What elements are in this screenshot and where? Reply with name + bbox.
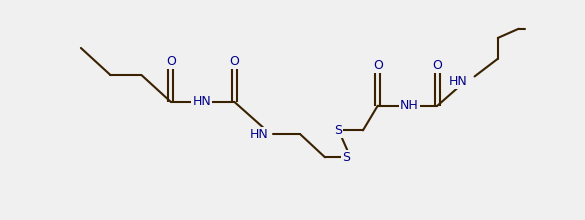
Text: HN: HN (250, 128, 269, 141)
Text: NH: NH (400, 99, 419, 112)
Text: O: O (229, 55, 239, 68)
Text: O: O (432, 59, 442, 72)
Text: S: S (342, 151, 350, 164)
Text: S: S (334, 124, 342, 137)
Text: HN: HN (449, 75, 467, 88)
Text: O: O (373, 59, 383, 72)
Text: HN: HN (192, 95, 211, 108)
Text: O: O (166, 55, 176, 68)
